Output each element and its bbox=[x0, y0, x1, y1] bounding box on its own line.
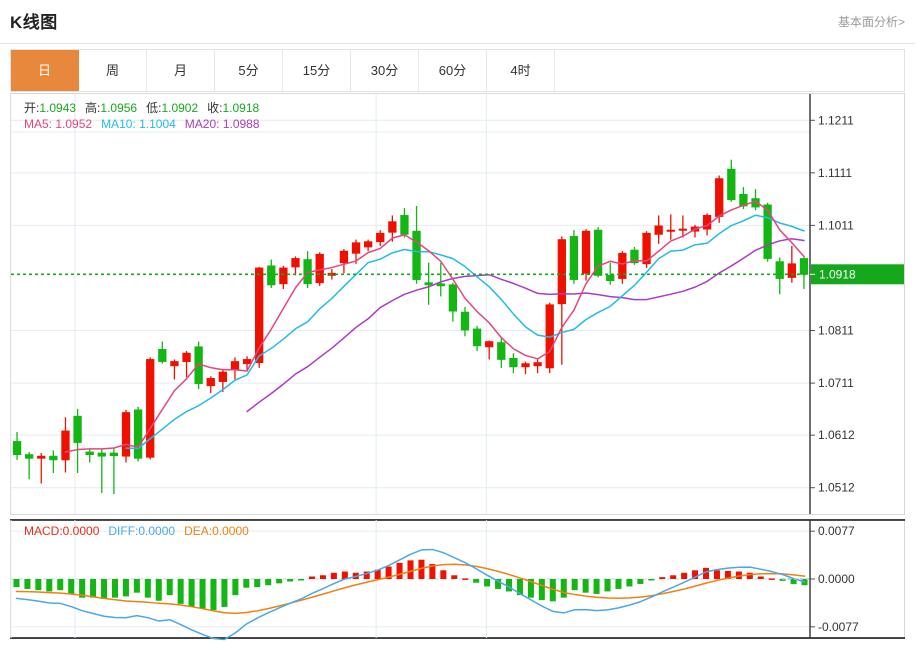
chart-area: 开:1.0943 高:1.0956 低:1.0902 收:1.0918 MA5: 1.… bbox=[10, 92, 905, 641]
svg-text:1.0711: 1.0711 bbox=[818, 376, 854, 390]
candlestick-svg[interactable]: 1.1211 1.1111 1.1011 1.0811 1.0711 1.0612 1.05… bbox=[10, 92, 905, 641]
tab-5min[interactable]: 5分 bbox=[215, 50, 283, 91]
svg-text:1.0811: 1.0811 bbox=[818, 324, 854, 338]
tab-week[interactable]: 周 bbox=[79, 50, 147, 91]
tab-30min[interactable]: 30分 bbox=[351, 50, 419, 91]
page-title: K线图 bbox=[10, 13, 58, 32]
svg-text:0.0000: 0.0000 bbox=[818, 572, 855, 586]
svg-text:1.0512: 1.0512 bbox=[818, 481, 855, 495]
page-header: K线图 基本面分析> bbox=[0, 0, 915, 44]
tab-15min[interactable]: 15分 bbox=[283, 50, 351, 91]
tab-60min[interactable]: 60分 bbox=[419, 50, 487, 91]
svg-text:0.0077: 0.0077 bbox=[818, 524, 855, 538]
tabbar-filler bbox=[555, 50, 904, 91]
svg-text:1.0918: 1.0918 bbox=[819, 267, 856, 281]
svg-text:1.1111: 1.1111 bbox=[818, 166, 852, 180]
svg-text:1.1211: 1.1211 bbox=[818, 113, 854, 127]
fundamental-analysis-link[interactable]: 基本面分析> bbox=[837, 15, 905, 29]
timeframe-tabbar: 日 周 月 5分 15分 30分 60分 4时 bbox=[10, 49, 905, 92]
svg-text:1.1011: 1.1011 bbox=[818, 218, 854, 232]
svg-text:1.0612: 1.0612 bbox=[818, 428, 855, 442]
tab-4hour[interactable]: 4时 bbox=[487, 50, 555, 91]
tab-day[interactable]: 日 bbox=[11, 50, 79, 91]
svg-text:-0.0077: -0.0077 bbox=[818, 620, 859, 634]
tab-month[interactable]: 月 bbox=[147, 50, 215, 91]
